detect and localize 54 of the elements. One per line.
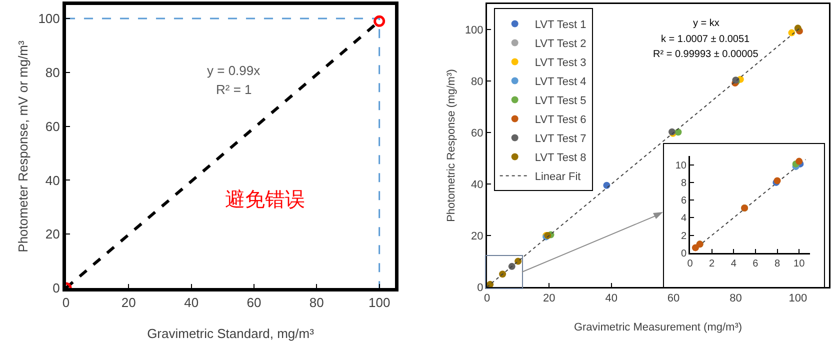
y-tick-label: 0 <box>477 282 484 294</box>
x-tick-label: 60 <box>246 295 262 310</box>
y-tick-label: 80 <box>471 76 484 88</box>
legend-label: LVT Test 3 <box>534 57 586 70</box>
annotation: y = 0.99x <box>207 63 261 78</box>
annotation: 避免错误 <box>225 189 305 211</box>
point <box>508 262 516 270</box>
y-tick-label: 40 <box>471 178 484 191</box>
legend-label: LVT Test 7 <box>534 133 586 146</box>
y-tick-label: 0 <box>680 248 687 260</box>
x-tick-label: 8 <box>774 258 780 270</box>
y-tick-label: 20 <box>45 226 60 242</box>
x-tick-label: 80 <box>309 295 324 310</box>
y-tick-label: 100 <box>464 24 484 37</box>
legend-label: Linear Fit <box>534 171 581 184</box>
x-tick-label: 40 <box>605 292 618 305</box>
y-tick-label: 100 <box>38 11 60 26</box>
point <box>499 270 506 278</box>
x-axis-title: Gravimetric Standard, mg/m³ <box>147 326 315 341</box>
y-axis-title: Photometric Response (mg/m³) <box>446 69 458 222</box>
legend-label: LVT Test 6 <box>534 114 586 126</box>
x-tick-label: 10 <box>794 258 806 270</box>
point <box>796 158 803 165</box>
x-tick-label: 0 <box>62 295 70 310</box>
annotation: k = 1.0007 ± 0.0051 <box>661 34 750 45</box>
legend-label: LVT Test 4 <box>534 76 586 88</box>
y-tick-label: 6 <box>680 196 687 207</box>
y-tick-label: 2 <box>680 230 687 242</box>
legend-label: LVT Test 8 <box>534 152 586 164</box>
legend-label: LVT Test 2 <box>534 38 586 50</box>
x-tick-label: 2 <box>709 258 716 270</box>
annotation: R² = 0.99993 ± 0.00005 <box>653 49 759 60</box>
y-tick-label: 60 <box>471 127 484 140</box>
y-axis-title: Photometer Response, mV or mg/m³ <box>16 40 30 252</box>
x-tick-label: 20 <box>543 292 556 305</box>
annotation: R² = 1 <box>216 82 252 97</box>
x-tick-label: 4 <box>730 258 737 270</box>
y-tick-label: 4 <box>680 213 687 224</box>
x-tick-label: 6 <box>752 258 759 270</box>
y-tick-label: 40 <box>45 172 60 188</box>
annotation: y = kx <box>693 18 720 29</box>
x-tick-label: 20 <box>121 295 136 310</box>
legend-label: LVT Test 1 <box>534 19 586 32</box>
y-tick-label: 60 <box>45 118 60 134</box>
x-tick-label: 80 <box>730 292 742 305</box>
y-tick-label: 80 <box>45 64 60 80</box>
x-axis-title: Gravimetric Measurement (mg/m³) <box>574 322 742 334</box>
x-tick-label: 100 <box>788 292 808 305</box>
y-tick-label: 8 <box>680 178 687 189</box>
y-tick-label: 10 <box>675 160 687 172</box>
x-tick-label: 100 <box>368 295 390 310</box>
x-tick-label: 40 <box>184 295 199 310</box>
y-tick-label: 20 <box>471 230 484 242</box>
legend-label: LVT Test 5 <box>534 95 586 108</box>
